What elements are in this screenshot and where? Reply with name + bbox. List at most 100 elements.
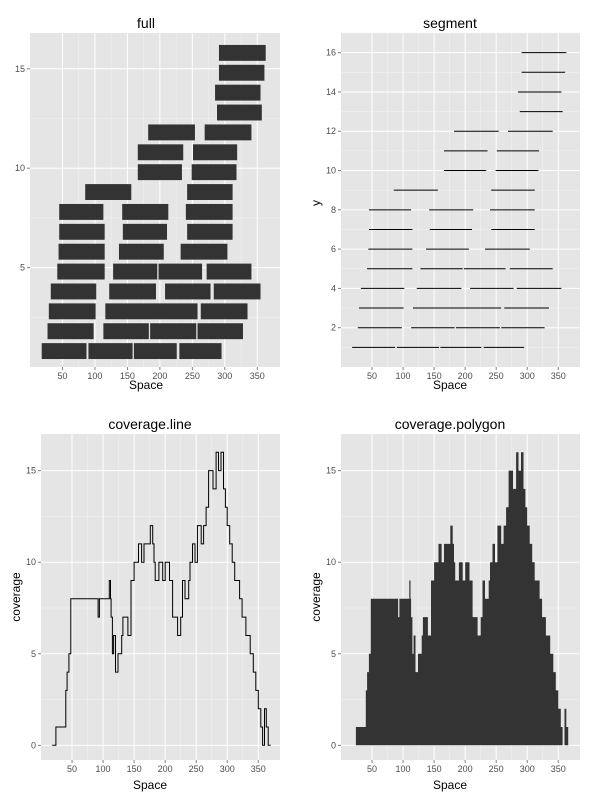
segment-ytick-label: 4 [331, 283, 336, 293]
full-bar [41, 343, 87, 360]
full-xtick-label: 100 [87, 371, 102, 381]
panel-coverage-line-ylabel: coverage [9, 572, 23, 622]
panel-full-marks [41, 44, 266, 360]
full-bar [179, 343, 222, 360]
segment-xtick-label: 250 [489, 371, 504, 381]
full-bar [58, 243, 105, 260]
full-bar [48, 303, 96, 320]
full-bar [118, 243, 164, 260]
coverage-polygon-xtick-label: 150 [427, 764, 442, 774]
full-bar [197, 323, 243, 340]
segment-ytick-label: 6 [331, 244, 336, 254]
full-xtick-label: 350 [250, 371, 265, 381]
full-bar [215, 84, 261, 101]
full-bar [180, 243, 228, 260]
segment-xtick-label: 350 [551, 371, 566, 381]
full-bar [192, 144, 238, 161]
coverage-line-xtick-label: 300 [220, 764, 235, 774]
panel-segment-ylabel: y [309, 200, 323, 206]
coverage-polygon-ytick-label: 15 [326, 466, 336, 476]
full-bar [85, 184, 132, 200]
panel-segment-background [341, 33, 580, 367]
full-bar [148, 124, 195, 141]
full-bar [57, 263, 105, 280]
full-bar [187, 184, 233, 200]
full-bar [187, 223, 233, 240]
coverage-polygon-xtick-label: 300 [520, 764, 535, 774]
full-bar [206, 263, 252, 280]
panel-coverage-polygon: coverage.polygon 50 100 150 200 250 300 350 0 5 1… [309, 416, 580, 792]
coverage-polygon-xtick-label: 250 [489, 764, 504, 774]
panel-coverage-line-ticks: 50 100 150 200 250 300 350 0 5 10 15 [26, 466, 266, 774]
full-bar [122, 223, 168, 240]
full-ytick-label: 10 [15, 163, 25, 173]
full-xtick-label: 200 [152, 371, 167, 381]
full-bar [165, 283, 211, 300]
panel-segment-marks [352, 52, 567, 348]
coverage-line-xtick-label: 50 [67, 764, 77, 774]
coverage-polygon-xtick-label: 50 [367, 764, 377, 774]
coverage-polygon-xtick-label: 350 [551, 764, 566, 774]
panel-coverage-polygon-ticks: 50 100 150 200 250 300 350 0 5 10 15 [326, 466, 566, 774]
full-ytick-label: 5 [20, 263, 25, 273]
coverage-polygon-xtick-label: 200 [458, 764, 473, 774]
full-bar [47, 323, 94, 340]
coverage-line-ytick-label: 5 [31, 649, 36, 659]
coverage-polygon-ytick-label: 5 [331, 649, 336, 659]
full-bar [191, 164, 237, 181]
coverage-polygon-xtick-label: 100 [396, 764, 411, 774]
full-bar [113, 263, 158, 280]
full-bar [105, 303, 198, 320]
full-bar [59, 223, 105, 240]
segment-ytick-label: 14 [326, 87, 336, 97]
panel-segment-xlabel: Space [433, 378, 467, 392]
panel-coverage-polygon-marks [352, 452, 571, 746]
full-bar [137, 164, 182, 181]
segment-ytick-label: 2 [331, 323, 336, 333]
segment-xtick-label: 150 [427, 371, 442, 381]
full-bar [103, 323, 149, 340]
coverage-line-ytick-label: 0 [31, 740, 36, 750]
coverage-line-ytick-label: 15 [26, 466, 36, 476]
full-bar [213, 283, 261, 300]
full-bar [218, 44, 266, 61]
segment-ytick-label: 12 [326, 126, 336, 136]
full-bar [137, 144, 184, 161]
panel-segment-ticks: 50 100 150 200 250 300 350 2 4 6 8 10 12 14 16 [326, 48, 566, 381]
full-bar [133, 343, 177, 360]
coverage-line-ytick-label: 10 [26, 557, 36, 567]
panel-full-title: full [137, 15, 155, 31]
coverage-polygon-ytick-label: 0 [331, 740, 336, 750]
segment-xtick-label: 200 [458, 371, 473, 381]
panel-coverage-polygon-xlabel: Space [433, 778, 467, 792]
full-bar [200, 303, 248, 320]
panel-coverage-line-xlabel: Space [133, 778, 167, 792]
full-bar [122, 203, 169, 220]
full-bar [88, 343, 133, 360]
full-bar [50, 283, 97, 300]
full-xtick-label: 300 [217, 371, 232, 381]
panel-coverage-line-title: coverage.line [108, 416, 191, 432]
full-bar [218, 64, 265, 81]
full-bar [158, 263, 203, 280]
full-xtick-label: 50 [57, 371, 67, 381]
segment-xtick-label: 100 [396, 371, 411, 381]
segment-ytick-label: 8 [331, 205, 336, 215]
panel-full-ticks: 50 100 150 200 250 300 350 5 10 15 [15, 64, 265, 381]
panel-coverage-line-marks [52, 451, 271, 746]
full-bar [217, 104, 262, 121]
full-bar [150, 323, 197, 340]
segment-ytick-label: 10 [326, 166, 336, 176]
panel-full: full 50 100 150 200 250 300 350 5 10 15 Space [15, 15, 280, 392]
panel-segment: segment 50 100 150 200 250 300 350 2 4 6 8 10 12 14 16… [309, 15, 580, 392]
coverage-line-xtick-label: 350 [251, 764, 266, 774]
full-bar [204, 124, 252, 141]
full-xtick-label: 150 [120, 371, 135, 381]
coverage-polygon-area [352, 452, 571, 746]
full-bar [59, 203, 104, 220]
coverage-line-path [52, 451, 271, 746]
coverage-line-xtick-label: 200 [158, 764, 173, 774]
segment-xtick-label: 300 [520, 371, 535, 381]
panel-coverage-polygon-title: coverage.polygon [395, 416, 506, 432]
